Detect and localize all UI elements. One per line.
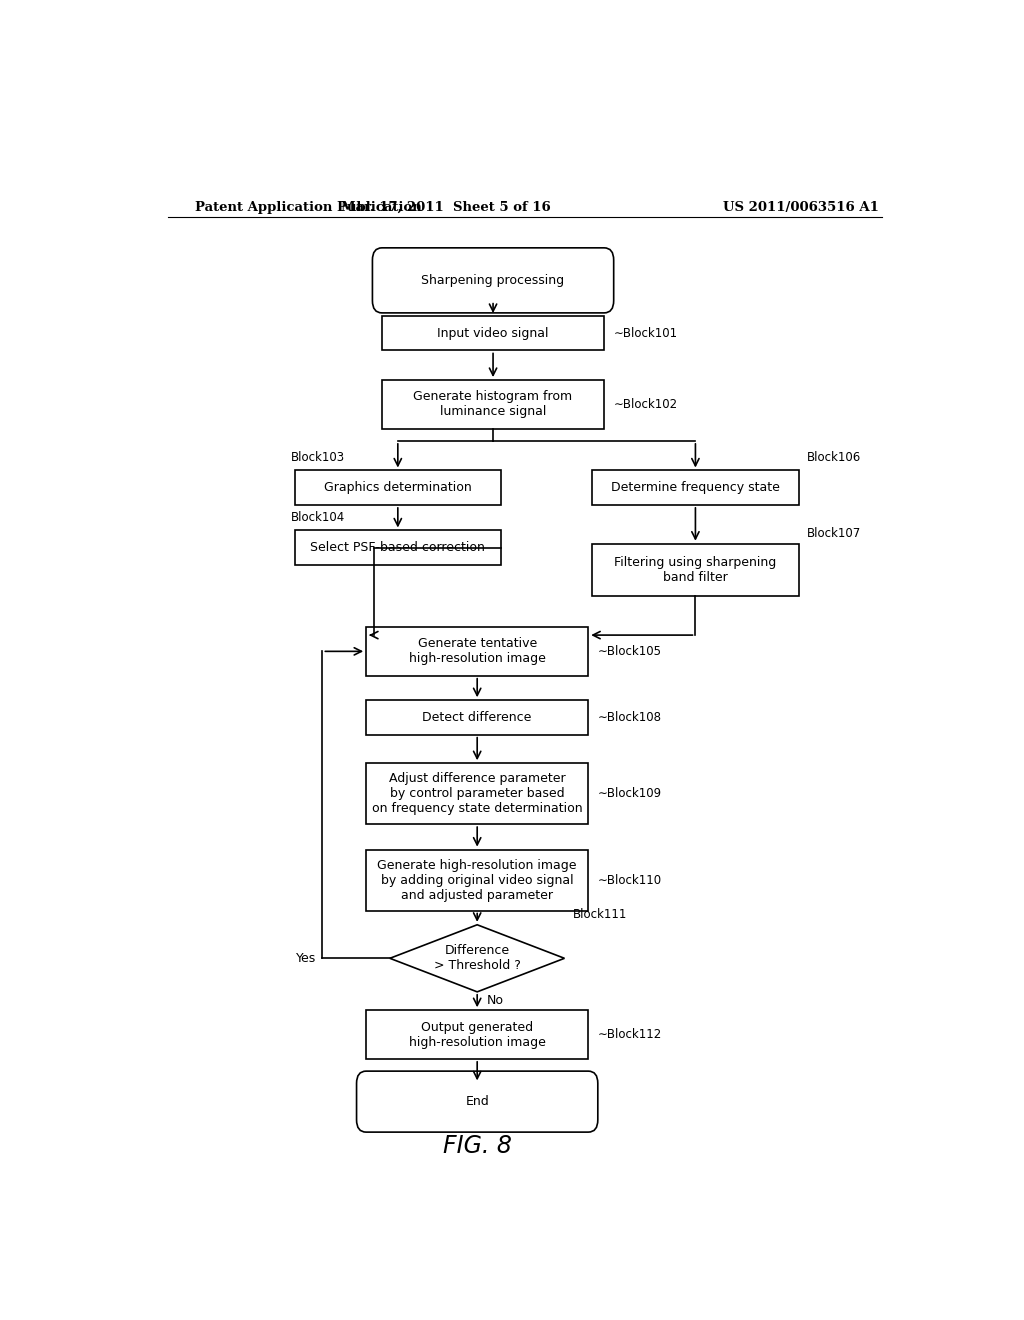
FancyBboxPatch shape	[295, 470, 501, 506]
FancyBboxPatch shape	[367, 1010, 588, 1059]
Text: Sharpening processing: Sharpening processing	[422, 273, 564, 286]
FancyBboxPatch shape	[367, 763, 588, 824]
Text: Adjust difference parameter
by control parameter based
on frequency state determ: Adjust difference parameter by control p…	[372, 772, 583, 816]
FancyBboxPatch shape	[367, 627, 588, 676]
Text: Block103: Block103	[291, 451, 345, 465]
Text: Input video signal: Input video signal	[437, 327, 549, 339]
Text: Determine frequency state: Determine frequency state	[611, 482, 780, 494]
FancyBboxPatch shape	[295, 531, 501, 565]
FancyBboxPatch shape	[382, 380, 604, 429]
FancyBboxPatch shape	[592, 544, 799, 597]
Text: ∼Block109: ∼Block109	[598, 787, 662, 800]
FancyBboxPatch shape	[373, 248, 613, 313]
Text: ∼Block110: ∼Block110	[598, 874, 662, 887]
Text: Output generated
high-resolution image: Output generated high-resolution image	[409, 1020, 546, 1048]
Text: Mar. 17, 2011  Sheet 5 of 16: Mar. 17, 2011 Sheet 5 of 16	[341, 201, 550, 214]
Text: Detect difference: Detect difference	[423, 711, 531, 723]
Text: Select PSF-based correction: Select PSF-based correction	[310, 541, 485, 554]
Text: Patent Application Publication: Patent Application Publication	[196, 201, 422, 214]
Text: Graphics determination: Graphics determination	[324, 482, 472, 494]
Text: ∼Block108: ∼Block108	[598, 711, 662, 723]
Text: Block111: Block111	[572, 908, 627, 921]
Text: Generate tentative
high-resolution image: Generate tentative high-resolution image	[409, 638, 546, 665]
FancyBboxPatch shape	[367, 700, 588, 735]
Text: Difference
> Threshold ?: Difference > Threshold ?	[434, 944, 520, 973]
Text: Generate histogram from
luminance signal: Generate histogram from luminance signal	[414, 391, 572, 418]
Text: Yes: Yes	[296, 952, 316, 965]
FancyBboxPatch shape	[356, 1071, 598, 1133]
Text: Block106: Block106	[807, 451, 861, 465]
Text: ∼Block112: ∼Block112	[598, 1028, 663, 1041]
Text: Generate high-resolution image
by adding original video signal
and adjusted para: Generate high-resolution image by adding…	[378, 858, 577, 902]
Text: End: End	[465, 1096, 489, 1107]
Text: Block107: Block107	[807, 527, 861, 540]
FancyBboxPatch shape	[382, 315, 604, 351]
Text: FIG. 8: FIG. 8	[442, 1134, 512, 1159]
Text: ∼Block101: ∼Block101	[613, 327, 678, 339]
Text: US 2011/0063516 A1: US 2011/0063516 A1	[723, 201, 879, 214]
Polygon shape	[390, 925, 564, 991]
Text: ∼Block105: ∼Block105	[598, 645, 662, 657]
FancyBboxPatch shape	[592, 470, 799, 506]
FancyBboxPatch shape	[367, 850, 588, 911]
Text: Block104: Block104	[291, 511, 345, 524]
Text: No: No	[486, 994, 504, 1007]
Text: ∼Block102: ∼Block102	[613, 397, 678, 411]
Text: Filtering using sharpening
band filter: Filtering using sharpening band filter	[614, 556, 776, 583]
